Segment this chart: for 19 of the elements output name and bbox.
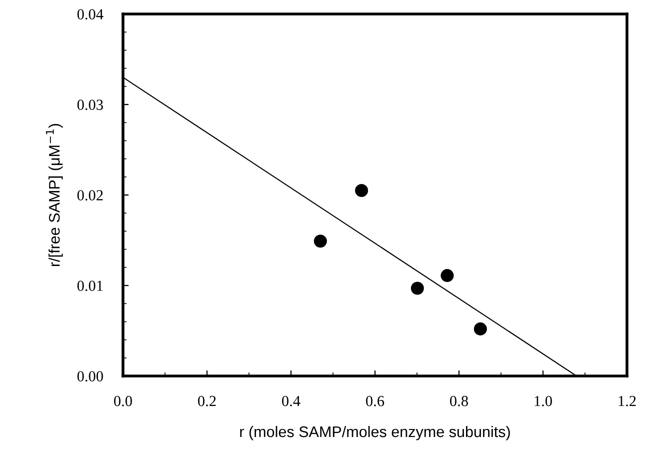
point	[410, 282, 424, 295]
x-tick-label: 1.2	[618, 396, 636, 406]
point	[474, 322, 487, 336]
x-tick-label: 0.6	[366, 396, 384, 406]
x-tick-label: 1.0	[534, 396, 552, 406]
y-tick-label: 0.03	[77, 100, 103, 110]
point	[355, 184, 368, 197]
x-tick-label: 0.0	[114, 396, 132, 406]
y-tick-label: 0.04	[77, 9, 104, 20]
y-tick-label: 0.00	[77, 371, 103, 382]
x-tick-label: 0.2	[198, 396, 216, 406]
y-tick-label: 0.02	[77, 190, 103, 201]
x-tick-label: 0.4	[282, 396, 300, 406]
x-tick-label: 0.8	[450, 396, 468, 406]
x-axis-title: r (moles SAMP/moles enzyme subunits)	[240, 426, 510, 440]
y-axis-title: r/[free SAMP] (μM$^{−1}$)	[46, 124, 63, 266]
point	[440, 269, 454, 282]
point	[314, 234, 327, 248]
y-tick-label: 0.01	[77, 280, 103, 292]
